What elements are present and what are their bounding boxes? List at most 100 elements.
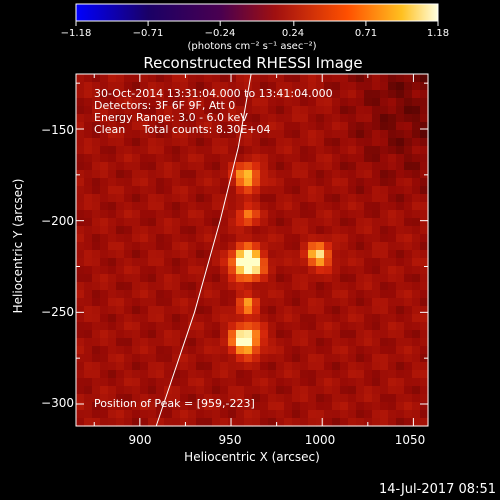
heatmap-cell [172,386,181,395]
heatmap-cell [300,186,309,195]
heatmap-cell [156,298,165,307]
heatmap-cell [396,418,405,427]
heatmap-cell [388,362,397,371]
heatmap-cell [164,114,173,123]
heatmap-cell [84,98,93,107]
heatmap-cell [420,74,429,83]
heatmap-cell [180,82,189,91]
heatmap-cell [292,82,301,91]
heatmap-cell [388,106,397,115]
heatmap-cell [212,82,221,91]
heatmap-cell [132,266,141,275]
heatmap-cell [108,122,117,131]
heatmap-cell [228,338,237,347]
heatmap-cell [308,298,317,307]
heatmap-cell [260,90,269,99]
heatmap-cell [292,362,301,371]
heatmap-cell [100,282,109,291]
heatmap-cell [228,74,237,83]
heatmap-cell [404,266,413,275]
heatmap-cell [348,410,357,419]
heatmap-cell [284,250,293,259]
heatmap-cell [340,266,349,275]
heatmap-cell [356,210,365,219]
heatmap-cell [276,338,285,347]
heatmap-cell [228,114,237,123]
heatmap-cell [332,314,341,323]
heatmap-cell [300,370,309,379]
heatmap-cell [260,218,269,227]
heatmap-cell [300,162,309,171]
heatmap-cell [332,186,341,195]
heatmap-cell [92,82,101,91]
heatmap-cell [212,418,221,427]
heatmap-cell [316,346,325,355]
heatmap-cell [324,154,333,163]
heatmap-cell [100,178,109,187]
heatmap-cell [76,298,85,307]
heatmap-cell [420,162,429,171]
heatmap-cell [220,410,229,419]
heatmap-cell [132,314,141,323]
heatmap-cell [140,146,149,155]
heatmap-cell [172,402,181,411]
heatmap-cell [76,114,85,123]
heatmap-cell [396,410,405,419]
heatmap-cell [132,298,141,307]
heatmap-cell [228,194,237,203]
heatmap-cell [340,146,349,155]
heatmap-cell [172,418,181,427]
heatmap-cell [164,218,173,227]
heatmap-cell [332,178,341,187]
heatmap-cell [76,242,85,251]
heatmap-cell [348,170,357,179]
heatmap-cell [108,146,117,155]
heatmap-cell [260,290,269,299]
heatmap-cell [364,82,373,91]
heatmap-cell [92,298,101,307]
heatmap-cell [212,370,221,379]
heatmap-cell [292,178,301,187]
heatmap-cell [156,274,165,283]
heatmap-cell [220,242,229,251]
heatmap-cell [396,122,405,131]
heatmap-cell [220,106,229,115]
heatmap-cell [372,354,381,363]
heatmap-cell [188,210,197,219]
heatmap-cell [172,346,181,355]
heatmap-cell [364,410,373,419]
heatmap-cell [324,106,333,115]
heatmap-cell [108,234,117,243]
heatmap-cell [380,74,389,83]
heatmap-cell [292,250,301,259]
heatmap-cell [284,162,293,171]
heatmap-cell [236,298,245,307]
heatmap-cell [228,330,237,339]
heatmap-cell [140,130,149,139]
heatmap-cell [380,378,389,387]
heatmap-cell [108,298,117,307]
heatmap-cell [396,402,405,411]
heatmap-cell [356,90,365,99]
heatmap-cell [332,122,341,131]
heatmap-cell [196,394,205,403]
heatmap-cell [76,122,85,131]
heatmap-cell [348,202,357,211]
heatmap-cell [108,202,117,211]
heatmap-cell [284,154,293,163]
heatmap-cell [300,298,309,307]
heatmap-cell [340,138,349,147]
heatmap-cell [196,250,205,259]
heatmap-cell [372,250,381,259]
heatmap-cell [100,370,109,379]
heatmap-cell [236,290,245,299]
heatmap-cell [380,154,389,163]
heatmap-cell [116,106,125,115]
heatmap-cell [380,234,389,243]
heatmap-cell [148,314,157,323]
heatmap-cell [396,194,405,203]
heatmap-cell [324,74,333,83]
heatmap-cell [372,146,381,155]
heatmap-cell [348,130,357,139]
heatmap-cell [84,170,93,179]
